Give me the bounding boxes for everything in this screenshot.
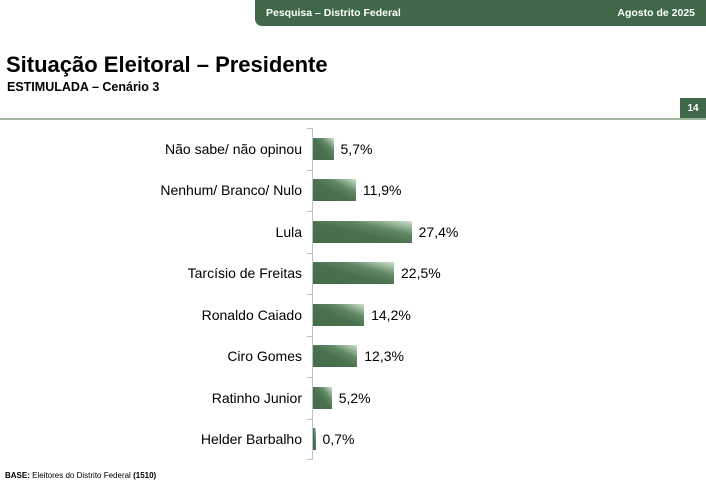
bar-area: 11,9%	[313, 179, 402, 202]
category-label: Ciro Gomes	[227, 348, 302, 365]
bar	[313, 345, 358, 368]
bar-area: 5,2%	[313, 386, 371, 409]
chart-rows: Não sabe/ não opinou 5,7% Nenhum/ Branco/ …	[0, 128, 706, 460]
bar-area: 27,4%	[313, 220, 459, 243]
base-note-count: (1510)	[133, 471, 157, 480]
chart-row: Não sabe/ não opinou 5,7%	[0, 128, 706, 170]
page-subtitle: ESTIMULADA – Cenário 3	[7, 80, 160, 94]
bar-area: 22,5%	[313, 262, 441, 285]
page-number-badge: 14	[680, 98, 706, 118]
bar-area: 12,3%	[313, 345, 404, 368]
bar	[313, 220, 412, 243]
bar-area: 0,7%	[313, 428, 355, 451]
value-label: 27,4%	[418, 223, 459, 240]
chart-row: Ronaldo Caiado 14,2%	[0, 294, 706, 336]
category-label: Ratinho Junior	[211, 389, 302, 406]
base-note: BASE: Eleitores do Distrito Federal (151…	[5, 471, 156, 480]
page-title: Situação Eleitoral – Presidente	[6, 52, 328, 77]
chart-row: Tarcísio de Freitas 22,5%	[0, 253, 706, 295]
value-label: 14,2%	[371, 306, 411, 323]
bar-area: 5,7%	[313, 137, 373, 160]
value-label: 11,9%	[362, 182, 402, 199]
chart-row: Lula 27,4%	[0, 211, 706, 253]
category-label: Não sabe/ não opinou	[165, 140, 302, 157]
chart-row: Helder Barbalho 0,7%	[0, 419, 706, 461]
value-label: 5,2%	[338, 389, 371, 406]
bar	[313, 137, 334, 160]
base-note-prefix: BASE:	[5, 471, 30, 480]
bar	[313, 179, 356, 202]
value-label: 5,7%	[340, 140, 373, 157]
divider-line	[0, 118, 706, 120]
category-label: Nenhum/ Branco/ Nulo	[160, 182, 302, 199]
value-label: 22,5%	[401, 265, 441, 282]
category-label: Ronaldo Caiado	[201, 306, 302, 323]
bar-chart: Não sabe/ não opinou 5,7% Nenhum/ Branco/ …	[0, 128, 706, 460]
header-bar: Pesquisa – Distrito Federal Agosto de 20…	[255, 0, 706, 26]
bar-area: 14,2%	[313, 303, 411, 326]
bar	[313, 303, 365, 326]
value-label: 0,7%	[322, 431, 355, 448]
chart-row: Nenhum/ Branco/ Nulo 11,9%	[0, 170, 706, 212]
value-label: 12,3%	[364, 348, 404, 365]
bar	[313, 262, 394, 285]
chart-axis-line	[312, 128, 313, 460]
chart-row: Ratinho Junior 5,2%	[0, 377, 706, 419]
category-label: Helder Barbalho	[200, 431, 302, 448]
header-left-label: Pesquisa – Distrito Federal	[266, 7, 401, 19]
category-label: Lula	[275, 223, 302, 240]
bar	[313, 428, 316, 451]
chart-row: Ciro Gomes 12,3%	[0, 336, 706, 378]
category-label: Tarcísio de Freitas	[187, 265, 302, 282]
base-note-body: Eleitores do Distrito Federal	[32, 471, 131, 480]
bar	[313, 386, 332, 409]
header-right-label: Agosto de 2025	[617, 7, 695, 19]
